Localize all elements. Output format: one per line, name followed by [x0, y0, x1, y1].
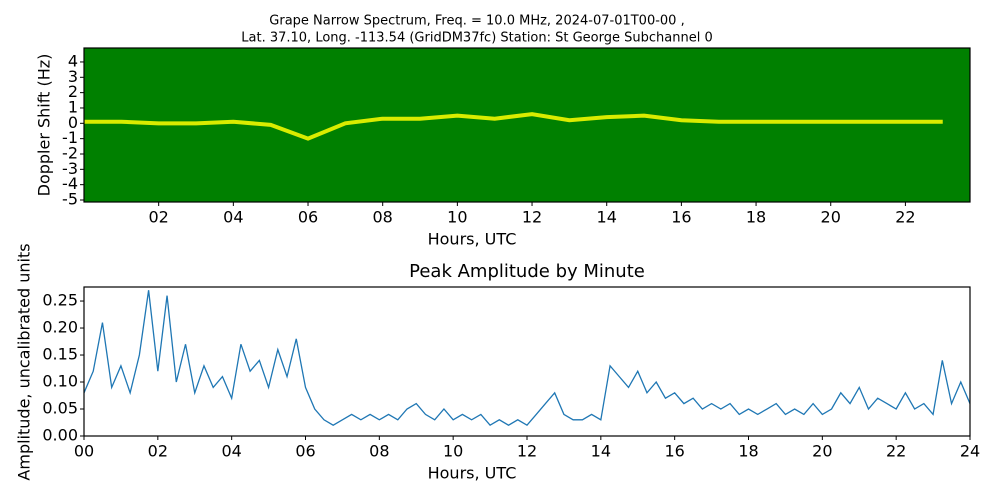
- x-tick-label: 12: [522, 208, 542, 227]
- x-tick-label: 18: [738, 442, 758, 461]
- x-tick-label: 14: [591, 442, 611, 461]
- y-tick-label: 2: [68, 82, 78, 101]
- y-tick-label: -1: [62, 128, 78, 147]
- x-tick-label: 06: [298, 208, 318, 227]
- x-tick-label: 22: [886, 442, 906, 461]
- y-tick-label: 0.20: [42, 318, 78, 337]
- plot-frame: [83, 47, 971, 203]
- x-tick-label: 06: [295, 442, 315, 461]
- x-tick-label: 24: [960, 442, 980, 461]
- x-tick-label: 16: [664, 442, 684, 461]
- y-tick-label: 0: [68, 113, 78, 132]
- y-tick-label: 0.10: [42, 372, 78, 391]
- chart-title: Lat. 37.10, Long. -113.54 (GridDM37fc) S…: [241, 31, 712, 46]
- y-tick-label: 1: [68, 97, 78, 116]
- x-tick-label: 08: [369, 442, 389, 461]
- y-tick-label: 3: [68, 67, 78, 86]
- y-axis-label: Amplitude, uncalibrated units: [15, 243, 34, 480]
- x-tick-label: 12: [517, 442, 537, 461]
- x-tick-label: 02: [148, 442, 168, 461]
- doppler-trace: [84, 112, 943, 141]
- x-tick-label: 20: [821, 208, 841, 227]
- y-tick-label: 4: [68, 51, 78, 70]
- y-tick-label: 0.25: [42, 291, 78, 310]
- y-tick-label: 0.00: [42, 426, 78, 445]
- x-tick-label: 20: [812, 442, 832, 461]
- x-tick-label: 04: [221, 442, 241, 461]
- y-tick-label: 0.05: [42, 399, 78, 418]
- x-tick-label: 16: [671, 208, 691, 227]
- x-tick-label: 04: [223, 208, 243, 227]
- x-tick-label: 08: [373, 208, 393, 227]
- x-axis-label: Hours, UTC: [428, 230, 517, 249]
- amplitude-line: [83, 290, 971, 427]
- y-tick-label: 0.15: [42, 345, 78, 364]
- x-tick-label: 00: [74, 442, 94, 461]
- x-tick-label: 22: [895, 208, 915, 227]
- x-axis-label: Hours, UTC: [428, 464, 517, 483]
- y-tick-label: -5: [62, 190, 78, 209]
- y-tick-label: -4: [62, 174, 78, 193]
- chart-title: Peak Amplitude by Minute: [409, 261, 645, 282]
- plot-frame: [83, 286, 971, 437]
- x-tick-label: 02: [148, 208, 168, 227]
- x-tick-label: 18: [746, 208, 766, 227]
- chart-title: Grape Narrow Spectrum, Freq. = 10.0 MHz,…: [269, 14, 684, 29]
- y-axis-label: Doppler Shift (Hz): [35, 54, 54, 197]
- x-tick-label: 10: [443, 442, 463, 461]
- x-tick-label: 14: [597, 208, 617, 227]
- y-tick-label: -2: [62, 143, 78, 162]
- x-tick-label: 10: [447, 208, 467, 227]
- y-tick-label: -3: [62, 159, 78, 178]
- spectrogram-background: [84, 48, 970, 202]
